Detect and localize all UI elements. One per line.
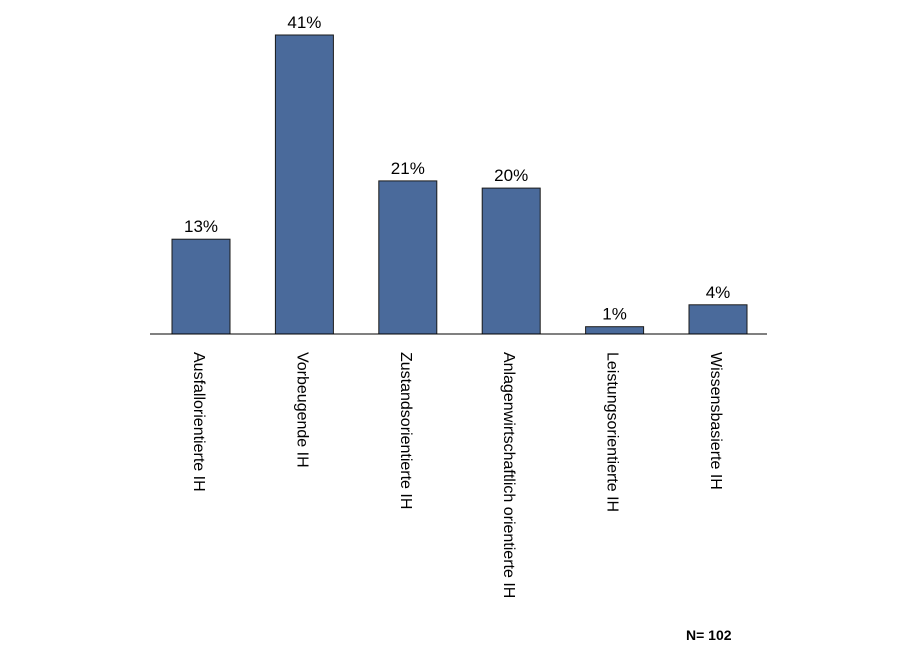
category-label: Wissensbasierte IH (707, 352, 724, 490)
sample-size-note: N= 102 (686, 627, 732, 643)
category-labels: Ausfallorientierte IH Vorbeugende IH Zusta… (190, 352, 724, 598)
category-label: Ausfallorientierte IH (190, 352, 207, 492)
bars (171, 34, 748, 335)
category-label: Vorbeugende IH (293, 352, 310, 468)
bar (274, 34, 334, 335)
bar (171, 238, 231, 335)
data-label: 21% (391, 159, 425, 178)
category-label: Leistungsorientierte IH (604, 352, 621, 512)
category-label: Anlagenwirtschaftlich orientierte IH (500, 352, 517, 598)
bar (378, 180, 438, 335)
data-label: 20% (494, 166, 528, 185)
category-label: Zustandsorientierte IH (397, 352, 414, 509)
data-label: 41% (287, 13, 321, 32)
data-label: 4% (706, 283, 731, 302)
bar (481, 187, 541, 335)
data-label: 13% (184, 217, 218, 236)
data-label: 1% (602, 305, 627, 324)
bar (585, 326, 645, 335)
bar (688, 304, 748, 335)
value-labels: 13% 41% 21% 20% 1% 4% (184, 13, 730, 324)
